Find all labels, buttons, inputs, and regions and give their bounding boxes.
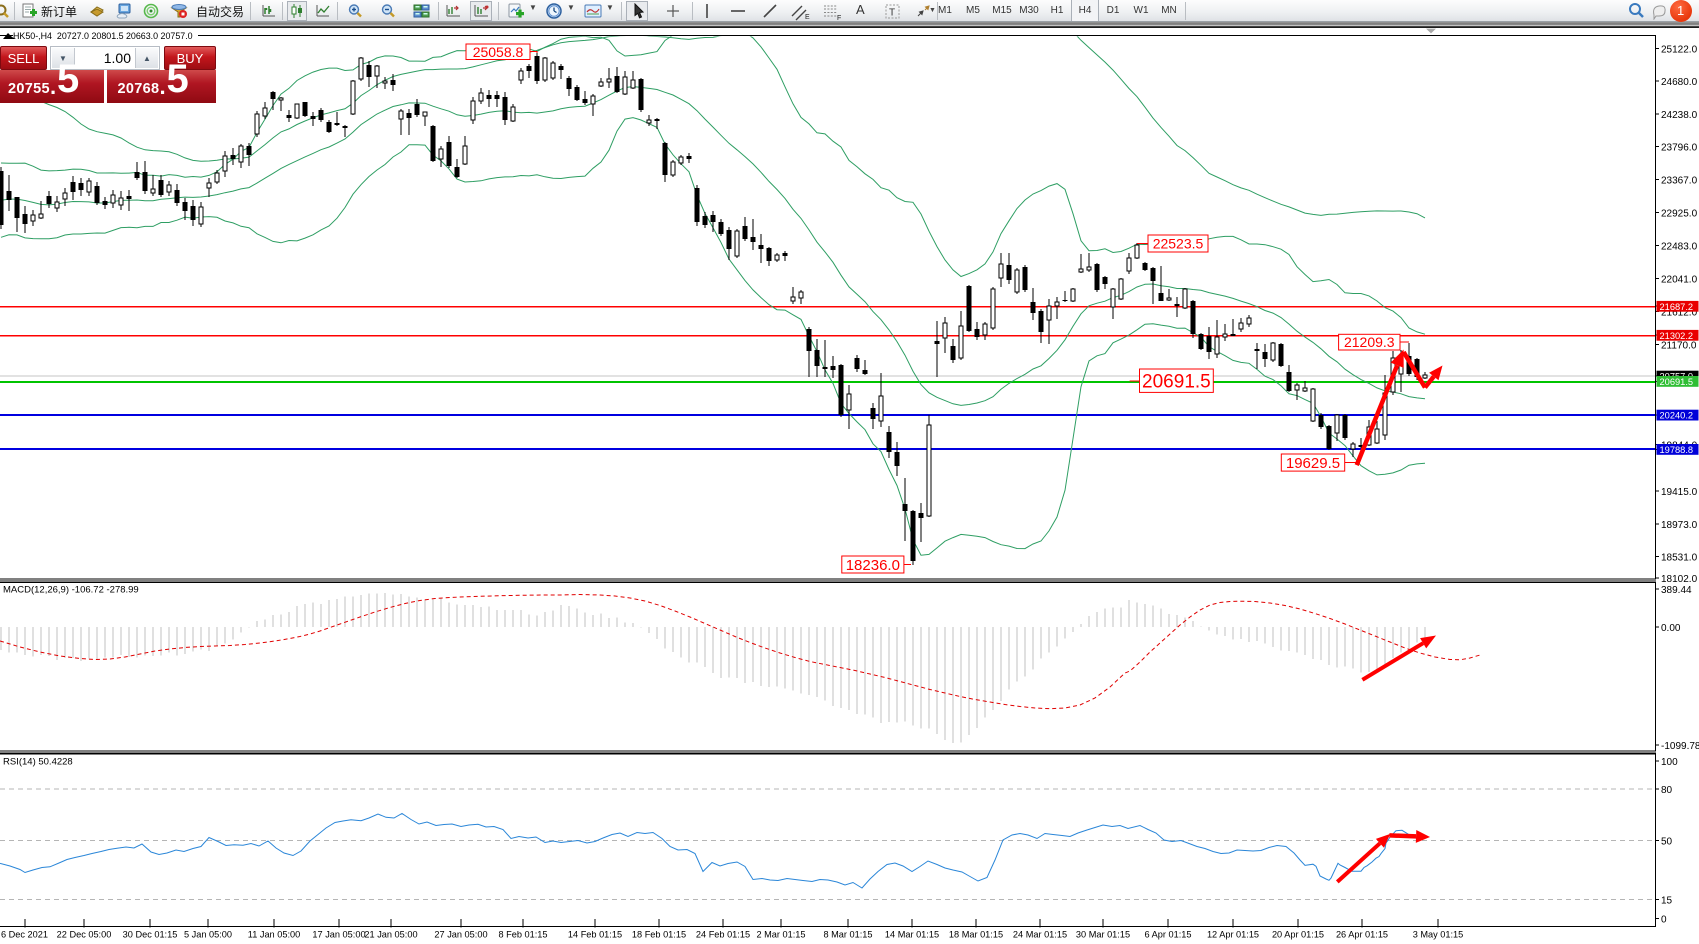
svg-text:50: 50 <box>1661 837 1673 848</box>
svg-text:22483.0: 22483.0 <box>1661 242 1698 253</box>
svg-text:E: E <box>805 14 810 21</box>
svg-text:22925.0: 22925.0 <box>1661 209 1698 220</box>
svg-text:30 Dec 01:15: 30 Dec 01:15 <box>123 930 178 940</box>
svg-text:8 Mar 01:15: 8 Mar 01:15 <box>823 930 872 940</box>
svg-text:14 Mar 01:15: 14 Mar 01:15 <box>885 930 939 940</box>
svg-text:0.00: 0.00 <box>1661 623 1681 634</box>
svg-text:26 Apr 01:15: 26 Apr 01:15 <box>1336 930 1388 940</box>
svg-text:80: 80 <box>1661 785 1673 796</box>
svg-text:27 Jan 05:00: 27 Jan 05:00 <box>434 930 487 940</box>
svg-text:23796.0: 23796.0 <box>1661 143 1698 154</box>
svg-text:389.44: 389.44 <box>1661 585 1692 596</box>
svg-text:21687.2: 21687.2 <box>1660 302 1694 312</box>
svg-text:18236.0: 18236.0 <box>846 557 900 574</box>
svg-text:MACD(12,26,9) -106.72 -278.99: MACD(12,26,9) -106.72 -278.99 <box>3 585 139 596</box>
svg-text:20691.5: 20691.5 <box>1142 372 1211 393</box>
svg-text:12 Apr 01:15: 12 Apr 01:15 <box>1207 930 1259 940</box>
svg-text:6 Dec 2021: 6 Dec 2021 <box>1 930 48 940</box>
svg-text:19788.8: 19788.8 <box>1660 445 1694 455</box>
svg-text:5 Jan 05:00: 5 Jan 05:00 <box>184 930 232 940</box>
svg-text:20691.5: 20691.5 <box>1660 377 1694 387</box>
svg-text:18531.0: 18531.0 <box>1661 553 1698 564</box>
svg-text:24 Feb 01:15: 24 Feb 01:15 <box>696 930 750 940</box>
svg-text:18102.0: 18102.0 <box>1661 574 1698 585</box>
svg-text:2 Mar 01:15: 2 Mar 01:15 <box>756 930 805 940</box>
svg-text:23367.0: 23367.0 <box>1661 176 1698 187</box>
svg-text:18 Feb 01:15: 18 Feb 01:15 <box>632 930 686 940</box>
svg-text:0: 0 <box>1661 915 1667 926</box>
svg-text:24238.0: 24238.0 <box>1661 110 1698 121</box>
svg-text:11 Jan 05:00: 11 Jan 05:00 <box>248 930 300 940</box>
svg-text:17 Jan 05:00: 17 Jan 05:00 <box>312 930 365 940</box>
svg-text:8 Feb 01:15: 8 Feb 01:15 <box>498 930 547 940</box>
svg-text:6 Apr 01:15: 6 Apr 01:15 <box>1145 930 1192 940</box>
svg-text:25122.0: 25122.0 <box>1661 44 1698 55</box>
svg-text:22523.5: 22523.5 <box>1153 236 1204 252</box>
svg-text:100: 100 <box>1661 757 1678 768</box>
svg-text:F: F <box>837 15 841 21</box>
svg-text:18 Mar 01:15: 18 Mar 01:15 <box>949 930 1003 940</box>
svg-text:21302.2: 21302.2 <box>1660 331 1694 341</box>
svg-text:3 May 01:15: 3 May 01:15 <box>1413 930 1464 940</box>
svg-text:25058.8: 25058.8 <box>473 44 524 60</box>
svg-text:22 Dec 05:00: 22 Dec 05:00 <box>57 930 112 940</box>
svg-text:15: 15 <box>1661 896 1673 907</box>
svg-text:21 Jan 05:00: 21 Jan 05:00 <box>364 930 417 940</box>
svg-text:24680.0: 24680.0 <box>1661 77 1698 88</box>
svg-text:19629.5: 19629.5 <box>1286 455 1340 472</box>
svg-text:14 Feb 01:15: 14 Feb 01:15 <box>568 930 622 940</box>
svg-text:21612.0: 21612.0 <box>1661 308 1698 319</box>
svg-text:21209.3: 21209.3 <box>1344 334 1395 350</box>
svg-text:24 Mar 01:15: 24 Mar 01:15 <box>1013 930 1067 940</box>
svg-text:22041.0: 22041.0 <box>1661 274 1698 285</box>
svg-text:18973.0: 18973.0 <box>1661 520 1698 531</box>
svg-text:20 Apr 01:15: 20 Apr 01:15 <box>1272 930 1324 940</box>
svg-text:30 Mar 01:15: 30 Mar 01:15 <box>1076 930 1130 940</box>
svg-text:19415.0: 19415.0 <box>1661 487 1698 498</box>
svg-text:RSI(14) 50.4228: RSI(14) 50.4228 <box>3 757 73 768</box>
svg-text:20240.2: 20240.2 <box>1660 411 1694 421</box>
svg-text:T: T <box>889 8 895 19</box>
svg-text:21170.0: 21170.0 <box>1661 340 1697 351</box>
svg-text:-1099.78: -1099.78 <box>1661 741 1699 752</box>
